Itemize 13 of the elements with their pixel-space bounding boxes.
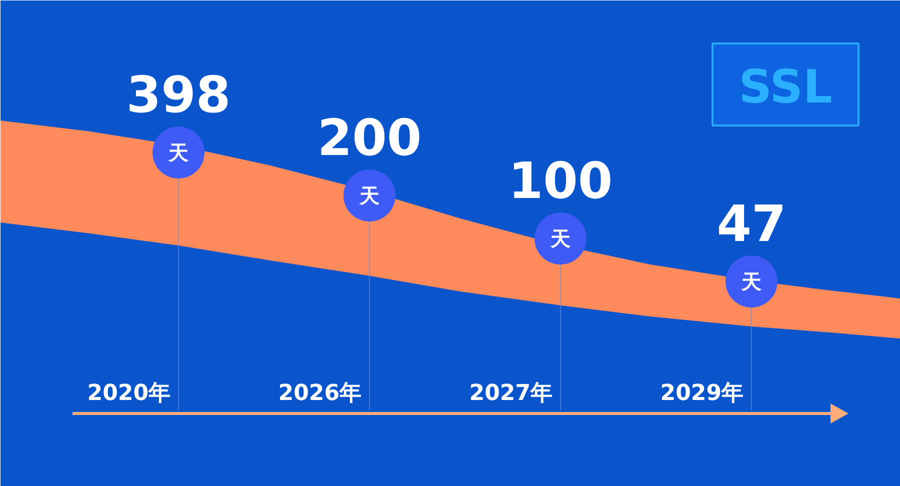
data-label: 200 [317, 109, 422, 167]
category-label: 2026年 [278, 381, 362, 406]
text: 天 [550, 226, 570, 250]
text: 天 [742, 270, 762, 294]
text: 天 [360, 184, 380, 208]
category-label: 2020年 [87, 381, 171, 406]
data-label: 100 [508, 152, 613, 210]
data-label: 398 [126, 66, 231, 124]
category-label: 2027年 [469, 381, 553, 406]
data-label: 47 [716, 195, 786, 253]
category-label: 2029年 [660, 381, 744, 406]
text: SSL [738, 60, 832, 114]
text: 天 [168, 140, 188, 164]
